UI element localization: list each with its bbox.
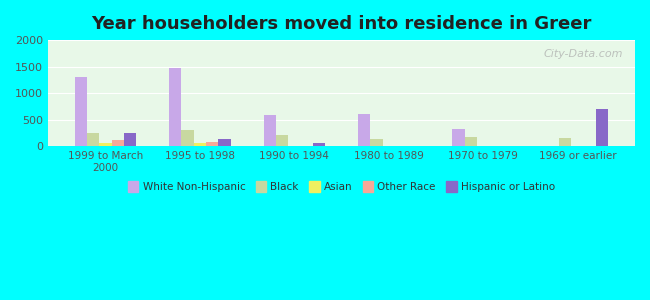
Bar [99,143,112,146]
Bar [465,137,477,146]
Bar [218,139,231,146]
Bar [276,135,288,146]
Bar [596,109,608,146]
Bar [75,77,87,146]
Text: City-Data.com: City-Data.com [544,49,623,58]
Bar [181,130,194,146]
Title: Year householders moved into residence in Greer: Year householders moved into residence i… [91,15,592,33]
Bar [370,139,383,146]
Bar [313,143,325,146]
Bar [87,133,99,146]
Bar [358,114,370,146]
Legend: White Non-Hispanic, Black, Asian, Other Race, Hispanic or Latino: White Non-Hispanic, Black, Asian, Other … [124,177,559,196]
Bar [169,68,181,146]
Bar [124,134,136,146]
Bar [112,140,124,146]
Bar [559,138,571,146]
Bar [452,129,465,146]
Bar [206,142,218,146]
Bar [263,116,276,146]
Bar [194,143,206,146]
